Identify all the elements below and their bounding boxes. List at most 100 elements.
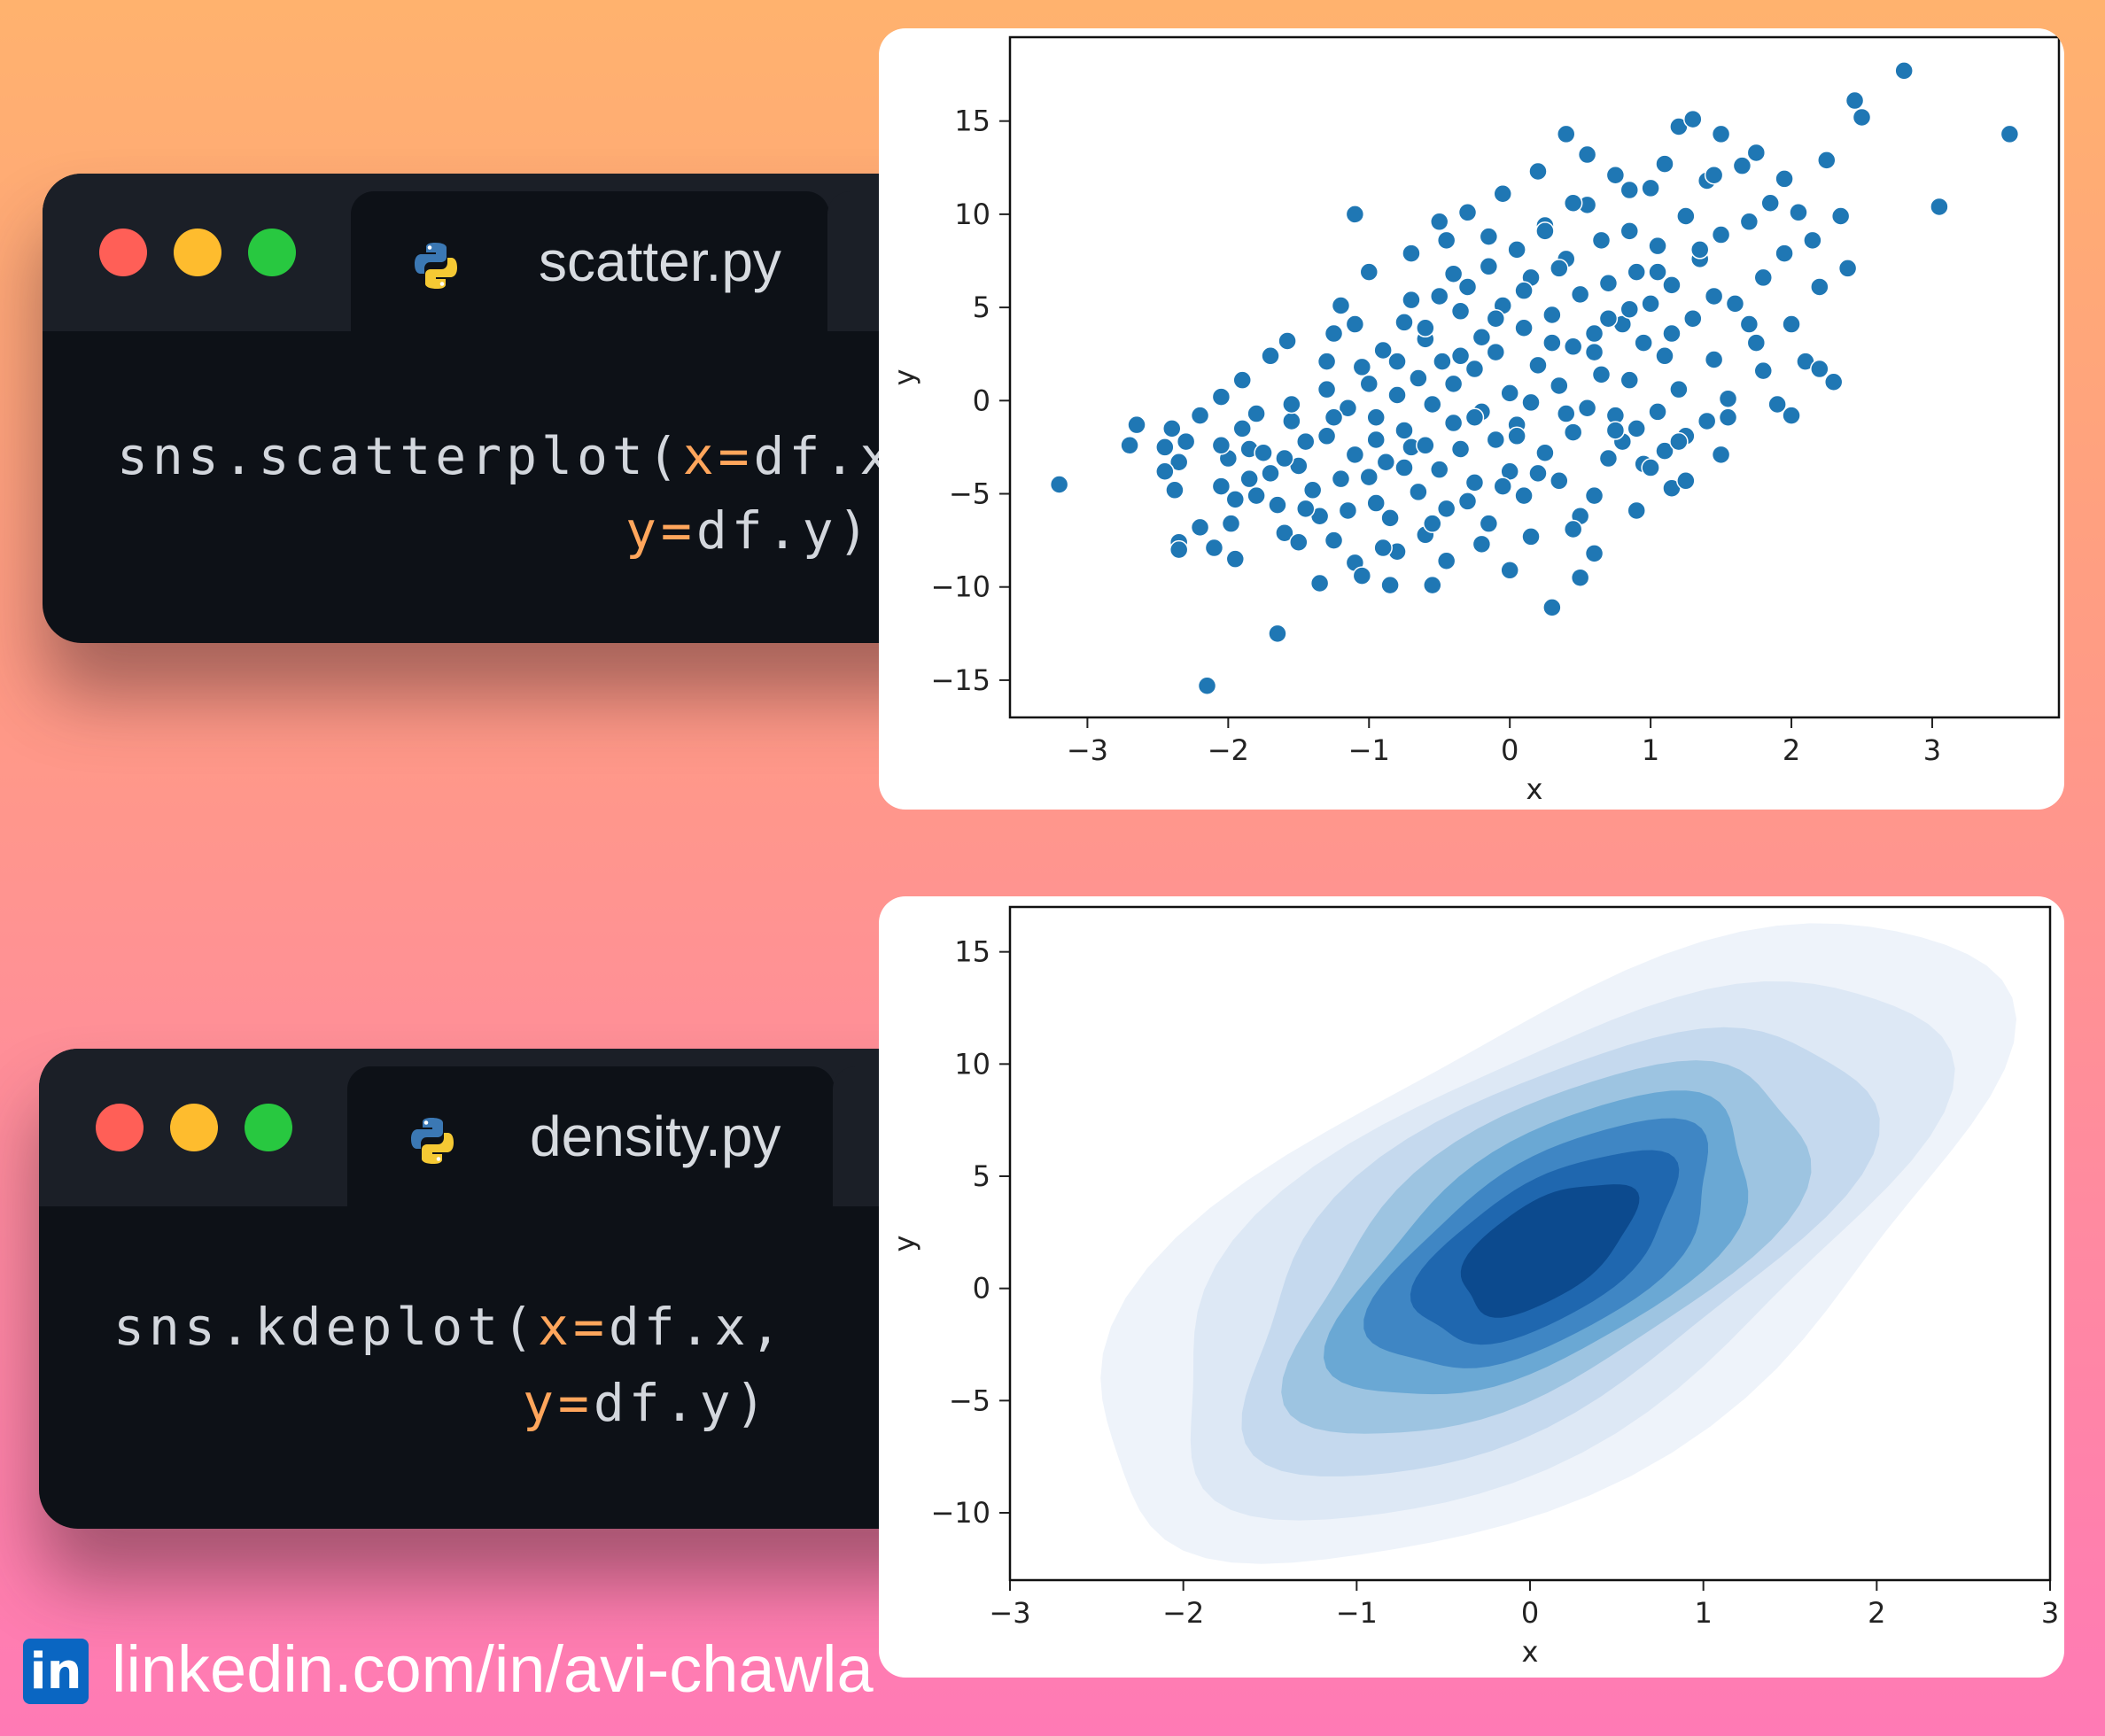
scatter-point [1739, 314, 1759, 334]
linkedin-url[interactable]: linkedin.com/in/avi-chawla [112, 1632, 874, 1706]
scatter-point [1648, 236, 1667, 256]
y-tick-label: −10 [930, 1496, 990, 1530]
scatter-point [1789, 203, 1808, 222]
scatter-point [1450, 346, 1471, 366]
scatter-point [1486, 308, 1506, 329]
scatter-point [1261, 346, 1280, 366]
scatter-point [1211, 477, 1231, 496]
scatter-point [1535, 443, 1555, 462]
minimize-dot-icon[interactable] [170, 1104, 218, 1151]
y-tick-label: 5 [973, 291, 990, 324]
y-tick-label: 15 [954, 105, 990, 138]
scatter-point [1746, 333, 1767, 353]
scatter-point [1669, 379, 1689, 399]
scatter-point [1376, 452, 1396, 472]
tab-label: scatter.py [539, 229, 781, 293]
scatter-point [1775, 169, 1794, 189]
close-dot-icon[interactable] [96, 1104, 144, 1151]
scatter-point [1528, 355, 1548, 376]
scatter-point [1605, 165, 1626, 185]
tab-label: density.py [530, 1104, 781, 1168]
scatter-point [1176, 431, 1196, 452]
scatter-point [1302, 480, 1323, 500]
scatter-point [1409, 368, 1428, 388]
scatter-point [1436, 230, 1456, 251]
scatter-point [1760, 193, 1780, 213]
scatter-point [1155, 438, 1175, 457]
scatter-point [1450, 301, 1471, 322]
scatter-point [1254, 443, 1273, 462]
scatter-point [1380, 575, 1400, 595]
scatter-point [1232, 419, 1252, 438]
scatter-point [1429, 460, 1449, 479]
y-tick-label: 10 [954, 1047, 990, 1081]
y-tick-label: 15 [954, 935, 990, 969]
x-tick-label: 3 [1923, 733, 1941, 767]
scatter-point [1331, 296, 1351, 315]
window-titlebar: density.py [39, 1049, 973, 1206]
scatter-point [1563, 422, 1583, 442]
x-tick-label: −2 [1162, 1596, 1204, 1630]
x-tick-label: −2 [1208, 733, 1249, 767]
scatter-point [1373, 340, 1393, 360]
scatter-point [1345, 445, 1365, 465]
kde-chart-card: −3 −2 −1 0 1 2 3 −10 −5 0 5 10 15 x y [879, 896, 2064, 1678]
minimize-dot-icon[interactable] [174, 229, 221, 276]
scatter-point [1345, 205, 1365, 224]
scatter-point [1655, 441, 1674, 461]
scatter-point [1803, 230, 1822, 251]
scatter-point [1352, 357, 1372, 377]
scatter-point [1662, 323, 1682, 344]
scatter-point [1429, 286, 1449, 306]
scatter-point [1443, 413, 1464, 433]
x-tick-label: 1 [1642, 733, 1659, 767]
scatter-point [1464, 407, 1485, 427]
scatter-point [1416, 318, 1435, 337]
scatter-point [1457, 277, 1478, 297]
python-icon [415, 243, 457, 289]
scatter-point [1282, 411, 1301, 431]
scatter-point [1697, 411, 1717, 431]
scatter-point [1598, 448, 1619, 469]
scatter-point [1711, 225, 1731, 244]
scatter-point [1655, 154, 1674, 174]
scatter-point [1577, 144, 1597, 165]
python-icon [411, 1118, 454, 1164]
scatter-point [1338, 398, 1358, 418]
maximize-dot-icon[interactable] [245, 1104, 292, 1151]
scatter-point [1387, 352, 1407, 371]
scatter-point [1324, 407, 1344, 427]
scatter-point [1542, 598, 1562, 617]
maximize-dot-icon[interactable] [248, 229, 296, 276]
x-tick-label: 0 [1521, 1596, 1539, 1630]
scatter-point [1436, 499, 1456, 519]
scatter-point [1767, 394, 1787, 415]
close-dot-icon[interactable] [99, 229, 147, 276]
scatter-point [1295, 499, 1316, 519]
scatter-point [1443, 264, 1464, 283]
scatter-point [1268, 624, 1287, 644]
scatter-point [1317, 352, 1337, 371]
scatter-point [1570, 284, 1590, 305]
scatter-point [1278, 331, 1297, 351]
scatter-point [1627, 419, 1646, 438]
scatter-point [1169, 539, 1189, 560]
scatter-point [1359, 467, 1379, 487]
code-value-y: df.y) [695, 500, 874, 561]
scatter-point [1127, 415, 1146, 435]
scatter-point [1366, 407, 1386, 427]
scatter-point [1669, 431, 1689, 452]
y-tick-label: 5 [973, 1159, 990, 1193]
scatter-point [1450, 439, 1471, 459]
code-function: sns.scatterplot( [117, 426, 683, 486]
scatter-point [1479, 227, 1499, 246]
scatter-point [1557, 404, 1576, 423]
scatter-point [1416, 436, 1435, 455]
scatter-point [1387, 385, 1407, 405]
x-tick-label: −3 [989, 1596, 1030, 1630]
x-axis-label: x [1522, 1635, 1539, 1669]
tab-density-py[interactable]: density.py [347, 1066, 835, 1206]
scatter-point [1577, 398, 1597, 418]
tab-scatter-py[interactable]: scatter.py [351, 191, 829, 331]
scatter-point [1894, 61, 1914, 81]
